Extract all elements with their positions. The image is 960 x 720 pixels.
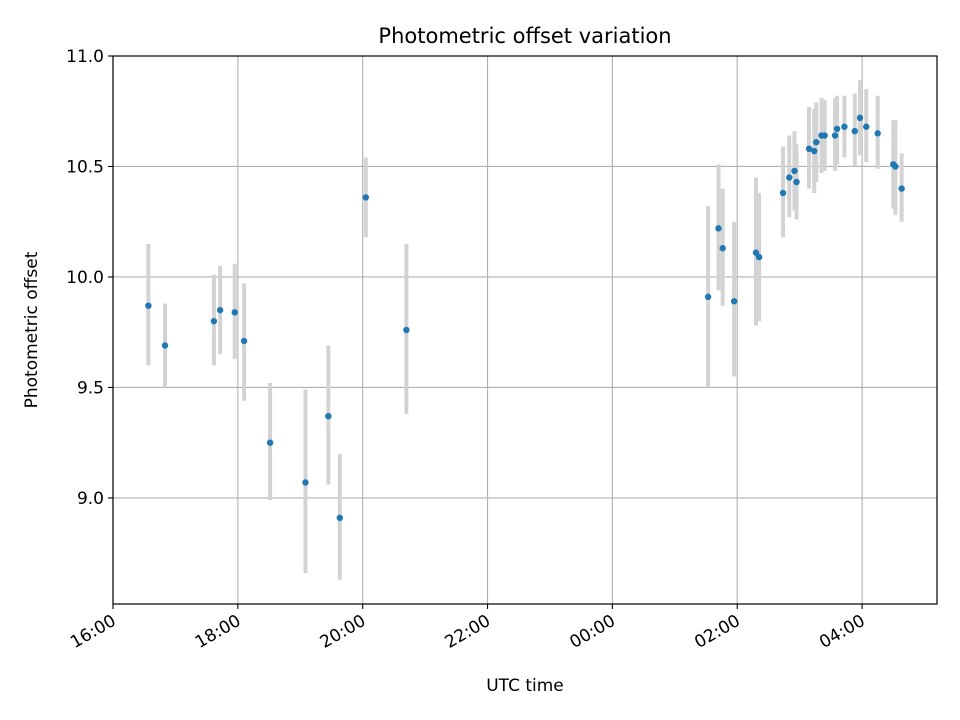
data-point [898,185,905,192]
data-point [231,309,238,316]
data-point [833,125,841,133]
data-point [811,147,818,155]
data-point [336,514,344,522]
data-point [719,245,726,252]
data-point [210,317,218,325]
data-point [362,194,370,201]
y-tick-label: 9.5 [77,378,104,398]
data-point [161,342,169,349]
data-points [145,114,905,522]
y-tick-label: 9.0 [77,489,104,509]
data-point [755,253,763,261]
data-point [813,138,820,146]
data-point [715,225,722,232]
data-point [821,132,828,139]
data-point [302,479,309,486]
y-axis-label: Photometric offset [22,251,42,408]
plot-frame [112,55,938,605]
chart-title: Photometric offset variation [378,24,671,48]
data-point [779,189,787,197]
data-point [841,123,848,130]
data-point [752,249,760,256]
data-point [325,412,332,420]
data-point [791,167,798,175]
data-point [403,326,410,334]
y-axis-ticks: 9.0 9.5 10.0 10.5 11.0 [66,47,113,509]
data-point [216,306,224,314]
data-point [892,163,899,170]
data-point [793,178,800,186]
data-point [874,130,881,137]
data-point [786,174,793,181]
data-point [240,337,248,345]
data-point [266,439,274,446]
data-point [831,132,839,139]
data-point [704,293,712,301]
x-axis-label: UTC time [486,676,564,696]
y-tick-label: 10.5 [66,157,104,177]
data-point [863,123,870,130]
data-point [856,114,864,122]
data-point [851,127,859,135]
y-tick-label: 11.0 [66,47,104,67]
y-tick-label: 10.0 [66,268,104,288]
data-point [730,298,738,305]
data-point [145,302,152,309]
grid-lines [112,55,937,604]
data-point [805,145,813,153]
